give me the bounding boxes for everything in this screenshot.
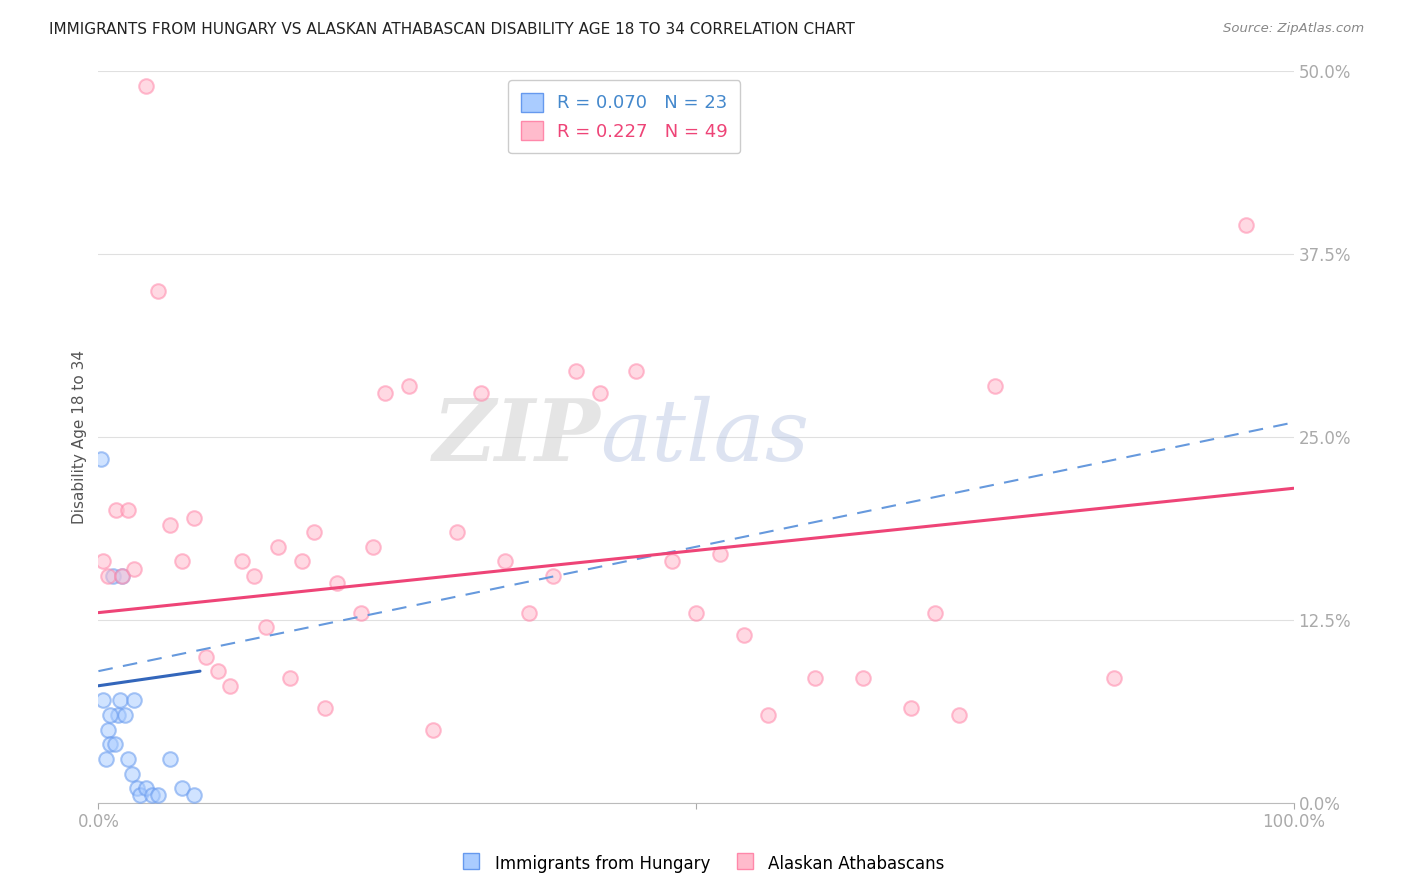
Legend: Immigrants from Hungary, Alaskan Athabascans: Immigrants from Hungary, Alaskan Athabas…	[454, 847, 952, 880]
Point	[104, 737, 127, 751]
Point	[494, 554, 516, 568]
Point	[398, 379, 420, 393]
Point	[446, 525, 468, 540]
Point	[852, 672, 875, 686]
Point	[565, 364, 588, 378]
Point	[363, 540, 385, 554]
Point	[231, 554, 253, 568]
Point	[172, 781, 194, 796]
Point	[254, 620, 277, 634]
Point	[105, 503, 128, 517]
Point	[195, 649, 218, 664]
Point	[125, 781, 148, 796]
Point	[1104, 672, 1126, 686]
Point	[91, 554, 114, 568]
Point	[733, 627, 755, 641]
Point	[948, 708, 970, 723]
Point	[589, 386, 612, 401]
Point	[267, 540, 290, 554]
Point	[98, 737, 122, 751]
Point	[98, 708, 122, 723]
Point	[541, 569, 564, 583]
Text: IMMIGRANTS FROM HUNGARY VS ALASKAN ATHABASCAN DISABILITY AGE 18 TO 34 CORRELATIO: IMMIGRANTS FROM HUNGARY VS ALASKAN ATHAB…	[49, 22, 855, 37]
Point	[315, 700, 337, 714]
Point	[626, 364, 648, 378]
Text: Source: ZipAtlas.com: Source: ZipAtlas.com	[1223, 22, 1364, 36]
Point	[685, 606, 707, 620]
Point	[1234, 218, 1257, 232]
Point	[91, 693, 114, 707]
Point	[141, 789, 163, 803]
Point	[291, 554, 314, 568]
Point	[97, 569, 120, 583]
Point	[94, 752, 117, 766]
Point	[111, 569, 134, 583]
Point	[114, 708, 136, 723]
Point	[111, 569, 134, 583]
Point	[207, 664, 229, 678]
Point	[159, 752, 181, 766]
Point	[108, 693, 131, 707]
Point	[984, 379, 1007, 393]
Point	[183, 789, 205, 803]
Point	[90, 452, 112, 467]
Point	[107, 708, 129, 723]
Point	[326, 576, 349, 591]
Point	[148, 789, 170, 803]
Text: atlas: atlas	[600, 396, 810, 478]
Point	[183, 510, 205, 524]
Point	[517, 606, 540, 620]
Point	[101, 569, 124, 583]
Point	[900, 700, 922, 714]
Point	[278, 672, 301, 686]
Point	[124, 693, 146, 707]
Point	[135, 78, 157, 93]
Point	[219, 679, 242, 693]
Point	[470, 386, 492, 401]
Point	[756, 708, 779, 723]
Point	[159, 517, 181, 532]
Point	[129, 789, 152, 803]
Text: ZIP: ZIP	[433, 395, 600, 479]
Point	[148, 284, 170, 298]
Point	[302, 525, 325, 540]
Point	[135, 781, 157, 796]
Point	[172, 554, 194, 568]
Point	[350, 606, 373, 620]
Point	[709, 547, 731, 561]
Point	[243, 569, 266, 583]
Point	[124, 562, 146, 576]
Point	[924, 606, 946, 620]
Point	[661, 554, 683, 568]
Point	[804, 672, 827, 686]
Y-axis label: Disability Age 18 to 34: Disability Age 18 to 34	[72, 350, 87, 524]
Legend: R = 0.070   N = 23, R = 0.227   N = 49: R = 0.070 N = 23, R = 0.227 N = 49	[508, 80, 741, 153]
Point	[117, 503, 139, 517]
Point	[374, 386, 396, 401]
Point	[121, 766, 143, 780]
Point	[117, 752, 139, 766]
Point	[97, 723, 120, 737]
Point	[422, 723, 444, 737]
